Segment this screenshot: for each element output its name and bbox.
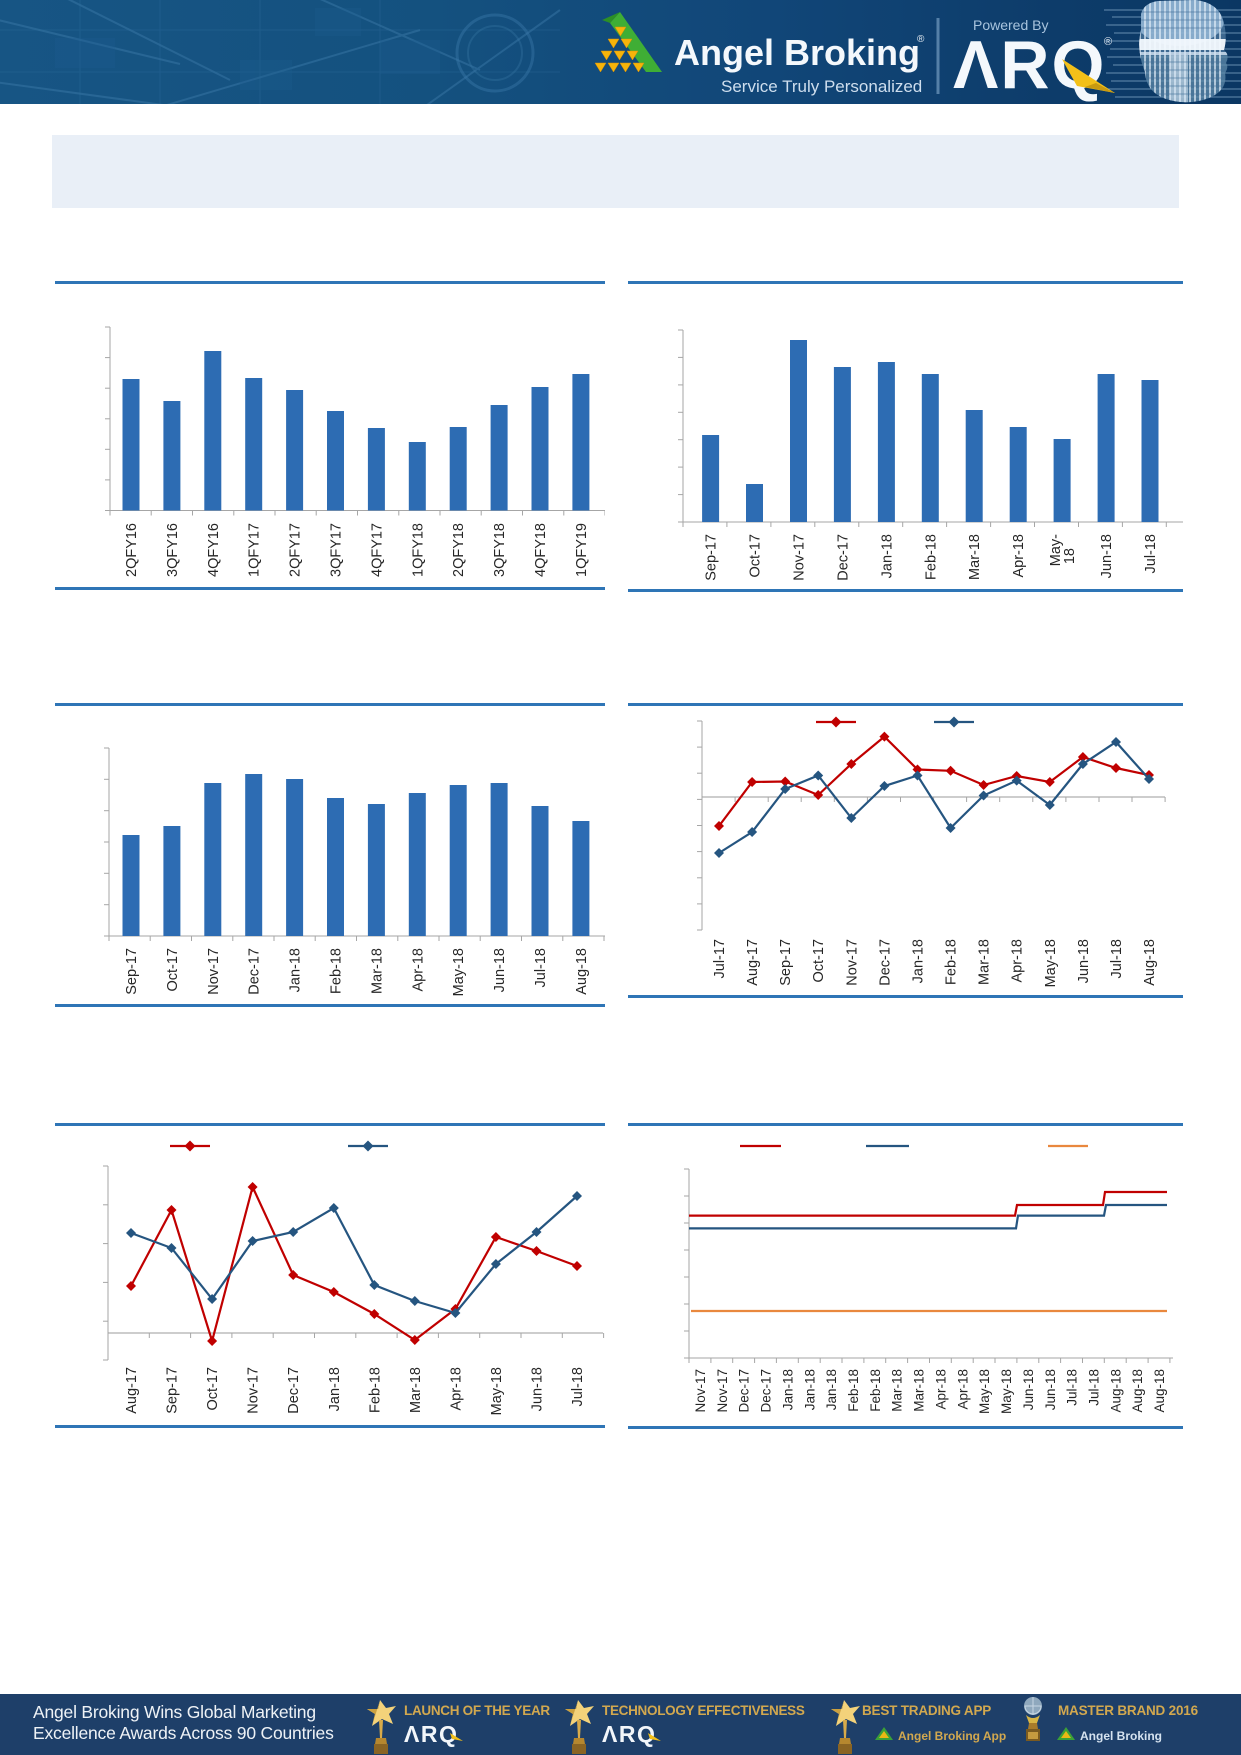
svg-text:Feb-18: Feb-18 (846, 1369, 861, 1412)
svg-text:Dec-17: Dec-17 (737, 1369, 752, 1413)
svg-text:TECHNOLOGY EFFECTIVENESS: TECHNOLOGY EFFECTIVENESS (602, 1703, 805, 1718)
svg-text:Aug-17: Aug-17 (124, 1367, 140, 1414)
svg-text:Jul-18: Jul-18 (1065, 1369, 1080, 1406)
svg-text:Apr-18: Apr-18 (410, 948, 426, 992)
svg-text:Sep-17: Sep-17 (165, 1367, 181, 1414)
svg-text:Dec-17: Dec-17 (877, 939, 893, 986)
svg-text:18: 18 (1062, 548, 1078, 564)
svg-text:Nov-17: Nov-17 (715, 1369, 730, 1413)
svg-text:Dec-17: Dec-17 (835, 534, 851, 581)
svg-text:Aug-18: Aug-18 (1130, 1369, 1145, 1413)
svg-text:Jan-18: Jan-18 (911, 939, 927, 983)
svg-text:May-18: May-18 (999, 1369, 1014, 1414)
svg-text:4QFY17: 4QFY17 (369, 523, 385, 577)
svg-text:Powered By: Powered By (973, 17, 1048, 33)
svg-text:®: ® (917, 34, 925, 45)
svg-text:Jul-18: Jul-18 (570, 1367, 586, 1407)
svg-text:Apr-18: Apr-18 (1010, 939, 1026, 983)
svg-text:May-18: May-18 (977, 1369, 992, 1414)
svg-text:Apr-18: Apr-18 (955, 1369, 970, 1410)
svg-text:3QFY18: 3QFY18 (492, 523, 508, 577)
svg-text:Jun-18: Jun-18 (1021, 1369, 1036, 1410)
svg-text:Jun-18: Jun-18 (1076, 939, 1092, 983)
svg-text:Angel Broking: Angel Broking (674, 32, 920, 73)
svg-text:Jan-18: Jan-18 (288, 948, 304, 992)
svg-text:Apr-18: Apr-18 (448, 1367, 464, 1411)
svg-text:Jun-18: Jun-18 (1043, 1369, 1058, 1410)
svg-text:Feb-18: Feb-18 (944, 939, 960, 985)
svg-text:Angel Broking: Angel Broking (1080, 1729, 1162, 1743)
svg-text:Feb-18: Feb-18 (329, 948, 345, 994)
svg-text:Jan-18: Jan-18 (327, 1367, 343, 1411)
svg-text:Jun-18: Jun-18 (492, 948, 508, 992)
svg-text:Jan-18: Jan-18 (780, 1369, 795, 1410)
svg-text:Aug-18: Aug-18 (1108, 1369, 1123, 1413)
svg-text:®: ® (1104, 36, 1112, 48)
svg-text:Feb-18: Feb-18 (367, 1367, 383, 1413)
svg-text:Oct-17: Oct-17 (811, 939, 827, 983)
svg-text:3QFY17: 3QFY17 (329, 523, 345, 577)
svg-text:4QFY16: 4QFY16 (206, 523, 222, 577)
svg-text:Jul-18: Jul-18 (1143, 534, 1159, 574)
svg-text:Service Truly Personalized: Service Truly Personalized (721, 77, 922, 96)
svg-text:ΛRQ: ΛRQ (404, 1721, 458, 1747)
svg-text:Jul-18: Jul-18 (1087, 1369, 1102, 1406)
svg-text:3QFY16: 3QFY16 (165, 523, 181, 577)
svg-text:4QFY18: 4QFY18 (533, 523, 549, 577)
svg-text:Feb-18: Feb-18 (868, 1369, 883, 1412)
svg-text:Sep-17: Sep-17 (704, 534, 720, 581)
svg-text:1QFY19: 1QFY19 (574, 523, 590, 577)
svg-text:1QFY18: 1QFY18 (410, 523, 426, 577)
svg-text:Jan-18: Jan-18 (824, 1369, 839, 1410)
svg-text:1QFY17: 1QFY17 (247, 523, 263, 577)
svg-text:2QFY17: 2QFY17 (288, 523, 304, 577)
svg-text:Jul-18: Jul-18 (533, 948, 549, 988)
svg-text:Jul-18: Jul-18 (1109, 939, 1125, 979)
svg-text:Aug-17: Aug-17 (745, 939, 761, 986)
svg-text:Sep-17: Sep-17 (124, 948, 140, 995)
svg-text:LAUNCH OF THE YEAR: LAUNCH OF THE YEAR (404, 1703, 550, 1718)
svg-text:2QFY16: 2QFY16 (124, 523, 140, 577)
svg-text:Nov-17: Nov-17 (246, 1367, 262, 1414)
svg-text:May-18: May-18 (1043, 939, 1059, 987)
svg-text:Mar-18: Mar-18 (912, 1369, 927, 1412)
svg-text:May-18: May-18 (451, 948, 467, 996)
svg-text:Aug-18: Aug-18 (1152, 1369, 1167, 1413)
svg-text:Apr-18: Apr-18 (1011, 534, 1027, 578)
svg-text:Angel Broking App: Angel Broking App (898, 1729, 1006, 1743)
svg-text:May-18: May-18 (489, 1367, 505, 1415)
svg-text:Dec-17: Dec-17 (247, 948, 263, 995)
svg-text:Jan-18: Jan-18 (802, 1369, 817, 1410)
svg-text:Oct-17: Oct-17 (205, 1367, 221, 1411)
svg-text:Nov-17: Nov-17 (693, 1369, 708, 1413)
svg-text:Mar-18: Mar-18 (369, 948, 385, 994)
svg-text:Jul-17: Jul-17 (712, 939, 728, 979)
svg-text:ΛRQ: ΛRQ (953, 27, 1106, 103)
svg-text:Sep-17: Sep-17 (778, 939, 794, 986)
svg-text:2QFY18: 2QFY18 (451, 523, 467, 577)
svg-text:Apr-18: Apr-18 (934, 1369, 949, 1410)
svg-text:Mar-18: Mar-18 (408, 1367, 424, 1413)
svg-text:MASTER BRAND 2016: MASTER BRAND 2016 (1058, 1703, 1199, 1718)
svg-text:Mar-18: Mar-18 (977, 939, 993, 985)
svg-text:Oct-17: Oct-17 (748, 534, 764, 578)
svg-text:Oct-17: Oct-17 (165, 948, 181, 992)
svg-text:BEST TRADING APP: BEST TRADING APP (862, 1703, 991, 1718)
svg-text:ΛRQ: ΛRQ (602, 1721, 656, 1747)
svg-text:Jan-18: Jan-18 (879, 534, 895, 578)
svg-text:Mar-18: Mar-18 (890, 1369, 905, 1412)
svg-text:Dec-17: Dec-17 (286, 1367, 302, 1414)
svg-text:Jun-18: Jun-18 (1099, 534, 1115, 578)
svg-text:Mar-18: Mar-18 (967, 534, 983, 580)
svg-text:Nov-17: Nov-17 (844, 939, 860, 986)
svg-text:Nov-17: Nov-17 (792, 534, 808, 581)
svg-text:Aug-18: Aug-18 (1142, 939, 1158, 986)
svg-text:Jun-18: Jun-18 (530, 1367, 546, 1411)
svg-text:Feb-18: Feb-18 (923, 534, 939, 580)
svg-text:May-: May- (1048, 534, 1064, 566)
svg-text:Nov-17: Nov-17 (206, 948, 222, 995)
svg-text:Dec-17: Dec-17 (759, 1369, 774, 1413)
svg-text:Aug-18: Aug-18 (574, 948, 590, 995)
